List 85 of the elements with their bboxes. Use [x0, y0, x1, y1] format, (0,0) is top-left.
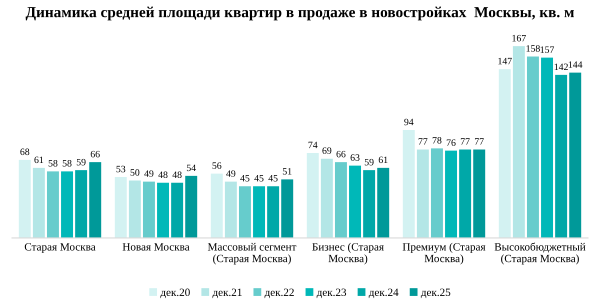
data-label: 77 [474, 138, 484, 145]
x-tick-label: Бизнес (Старая Москва) [312, 242, 384, 264]
data-label: 144 [568, 61, 582, 68]
bar [459, 150, 472, 238]
x-tick-label: Высокобюджетный (Старая Москва) [494, 242, 586, 264]
data-label: 56 [212, 162, 222, 169]
bar [363, 170, 376, 238]
bar [18, 160, 31, 238]
data-label: 147 [498, 58, 512, 64]
data-label: 48 [158, 171, 168, 178]
bar [416, 150, 429, 238]
data-label: 54 [186, 164, 196, 172]
x-tick-label: Массовый сегмент (Старая Москва) [208, 242, 296, 264]
data-label: 74 [308, 142, 318, 148]
bar [210, 174, 223, 238]
data-label: 77 [418, 138, 428, 145]
data-label: 68 [20, 148, 30, 156]
bar [114, 177, 127, 238]
data-label: 61 [34, 156, 44, 164]
bar [61, 171, 74, 238]
data-label: 59 [364, 158, 374, 166]
bar [498, 69, 511, 238]
data-label: 45 [240, 174, 250, 182]
legend-label: дек.21 [212, 288, 242, 298]
bar [430, 148, 443, 238]
bar [32, 168, 45, 238]
bar [142, 182, 155, 238]
data-label: 78 [432, 137, 442, 144]
bar [555, 74, 568, 238]
bar [75, 170, 88, 238]
data-label: 66 [336, 150, 346, 158]
data-label: 77 [460, 138, 470, 145]
data-label: 50 [130, 169, 140, 176]
data-label: 58 [62, 160, 72, 167]
bar [402, 130, 415, 238]
bar [541, 58, 554, 238]
legend-label: дек.20 [160, 288, 190, 298]
data-label: 45 [268, 174, 278, 182]
bar [445, 150, 458, 238]
bar [46, 171, 59, 238]
bar [377, 168, 390, 238]
data-label: 61 [378, 156, 388, 164]
bar [349, 166, 362, 238]
legend-label: дек.23 [316, 288, 346, 298]
bar [281, 179, 294, 238]
bar [512, 46, 525, 238]
data-label: 58 [48, 160, 58, 167]
bar [89, 162, 102, 238]
legend-label: дек.22 [264, 288, 294, 298]
data-label: 157 [540, 46, 554, 53]
bar [306, 152, 319, 238]
data-label: 69 [322, 147, 332, 154]
bar [526, 56, 539, 238]
data-label: 63 [350, 154, 360, 161]
bar [224, 182, 237, 238]
bar [569, 72, 582, 238]
data-label: 66 [90, 150, 100, 158]
data-label: 167 [512, 34, 526, 42]
data-label: 76 [446, 139, 456, 146]
data-label: 158 [526, 45, 540, 52]
chart-title: Динамика средней площади квартир в продаже в новостройках Москвы, кв. м [26, 6, 574, 20]
bar [320, 158, 333, 238]
data-label: 49 [144, 170, 154, 177]
data-label: 45 [254, 174, 264, 182]
legend-label: дек.25 [420, 288, 450, 298]
bar [185, 176, 198, 238]
data-label: 48 [172, 171, 182, 178]
data-label: 59 [76, 158, 86, 166]
bar [334, 162, 347, 238]
data-label: 94 [404, 118, 414, 126]
bar [128, 180, 141, 238]
data-label: 142 [554, 64, 568, 70]
x-tick-label: Старая Москва [24, 243, 96, 253]
bar [157, 182, 170, 238]
bar [171, 182, 184, 238]
x-tick-label: Премиум (Старая Москва) [402, 242, 486, 264]
bar [267, 186, 280, 238]
data-label: 53 [116, 166, 126, 172]
bar [253, 186, 266, 238]
legend-label: дек.24 [368, 288, 398, 298]
bar [238, 186, 251, 238]
bar [473, 150, 486, 238]
data-label: 51 [282, 168, 292, 175]
data-label: 49 [226, 170, 236, 177]
x-tick-label: Новая Москва [122, 243, 190, 251]
